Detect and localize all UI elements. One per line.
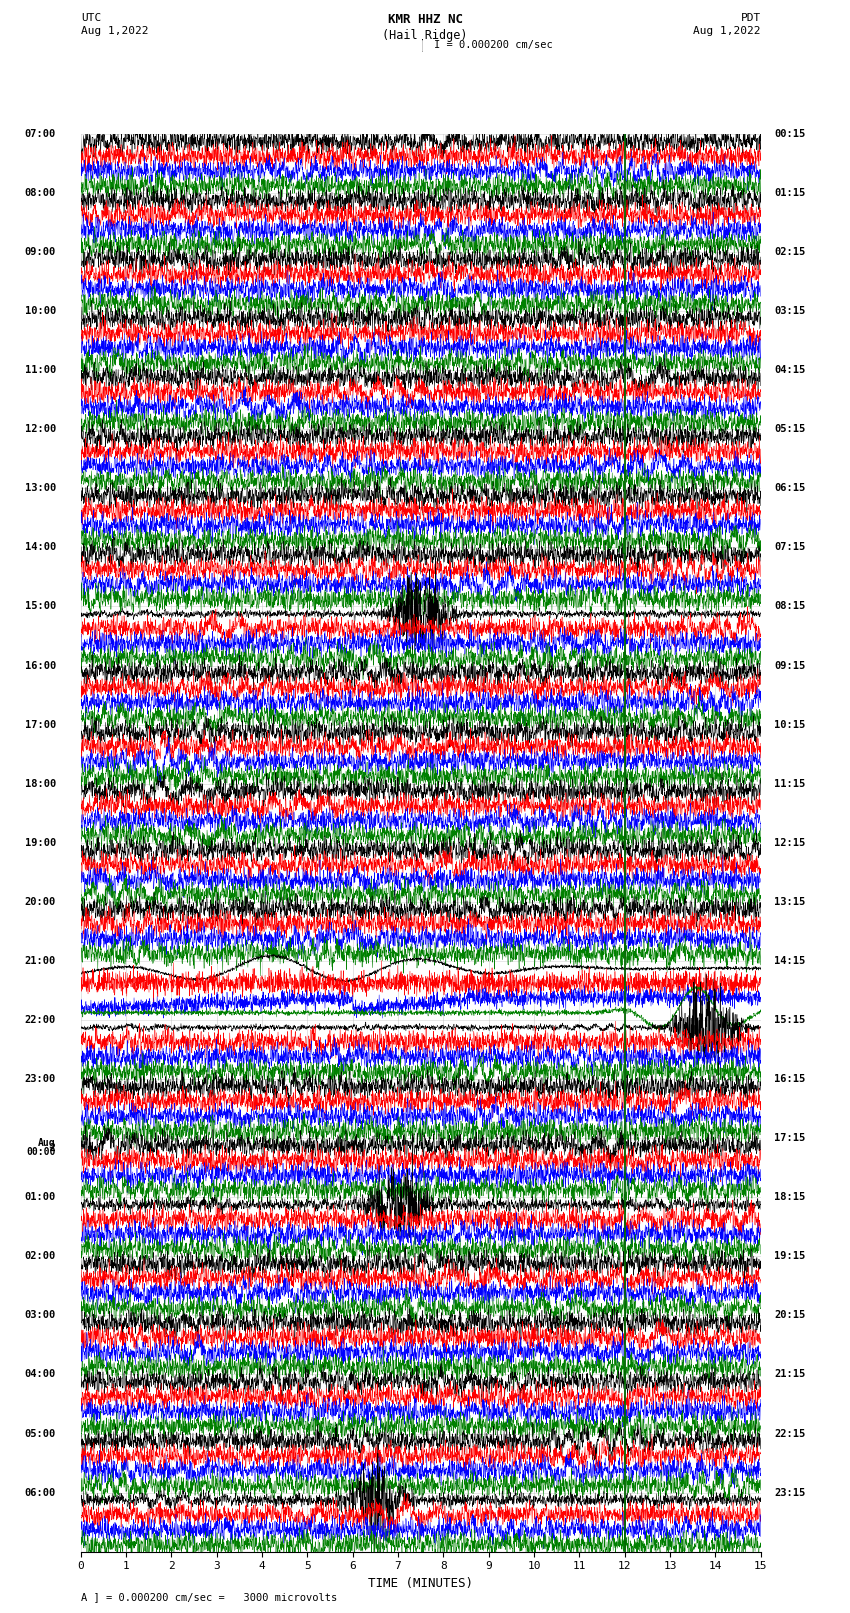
Text: 06:15: 06:15 [774, 484, 806, 494]
Text: 20:00: 20:00 [25, 897, 56, 907]
X-axis label: TIME (MINUTES): TIME (MINUTES) [368, 1578, 473, 1590]
Text: A ] = 0.000200 cm/sec =   3000 microvolts: A ] = 0.000200 cm/sec = 3000 microvolts [81, 1592, 337, 1602]
Text: 15:15: 15:15 [774, 1015, 806, 1024]
Text: 21:15: 21:15 [774, 1369, 806, 1379]
Text: 18:00: 18:00 [25, 779, 56, 789]
Text: 22:00: 22:00 [25, 1015, 56, 1024]
Text: 00:15: 00:15 [774, 129, 806, 139]
Text: 09:00: 09:00 [25, 247, 56, 256]
Text: 14:00: 14:00 [25, 542, 56, 552]
Text: 17:00: 17:00 [25, 719, 56, 729]
Text: 02:00: 02:00 [25, 1252, 56, 1261]
Text: 13:15: 13:15 [774, 897, 806, 907]
Text: 07:15: 07:15 [774, 542, 806, 552]
Text: 19:00: 19:00 [25, 837, 56, 848]
Text: 16:15: 16:15 [774, 1074, 806, 1084]
Text: 08:00: 08:00 [25, 189, 56, 198]
Text: 23:00: 23:00 [25, 1074, 56, 1084]
Text: Aug: Aug [38, 1139, 56, 1148]
Text: 18:15: 18:15 [774, 1192, 806, 1202]
Text: 05:00: 05:00 [25, 1429, 56, 1439]
Text: 08:15: 08:15 [774, 602, 806, 611]
Text: (Hail Ridge): (Hail Ridge) [382, 29, 468, 42]
Text: 22:15: 22:15 [774, 1429, 806, 1439]
Text: 04:00: 04:00 [25, 1369, 56, 1379]
Text: 05:15: 05:15 [774, 424, 806, 434]
Text: 17:15: 17:15 [774, 1134, 806, 1144]
Text: 19:15: 19:15 [774, 1252, 806, 1261]
Text: 06:00: 06:00 [25, 1487, 56, 1497]
Text: Aug 1,2022: Aug 1,2022 [81, 26, 148, 35]
Text: 2: 2 [50, 1142, 56, 1153]
Text: 12:15: 12:15 [774, 837, 806, 848]
Text: 01:00: 01:00 [25, 1192, 56, 1202]
Text: 09:15: 09:15 [774, 661, 806, 671]
Text: 20:15: 20:15 [774, 1310, 806, 1321]
Text: 10:15: 10:15 [774, 719, 806, 729]
Text: Aug 1,2022: Aug 1,2022 [694, 26, 761, 35]
Text: UTC: UTC [81, 13, 101, 23]
Text: 03:00: 03:00 [25, 1310, 56, 1321]
Text: 01:15: 01:15 [774, 189, 806, 198]
Text: 13:00: 13:00 [25, 484, 56, 494]
Text: 10:00: 10:00 [25, 306, 56, 316]
Text: 02:15: 02:15 [774, 247, 806, 256]
Text: I = 0.000200 cm/sec: I = 0.000200 cm/sec [434, 40, 552, 50]
Text: 03:15: 03:15 [774, 306, 806, 316]
Text: 16:00: 16:00 [25, 661, 56, 671]
Text: 12:00: 12:00 [25, 424, 56, 434]
Text: 14:15: 14:15 [774, 957, 806, 966]
Text: PDT: PDT [740, 13, 761, 23]
Text: 23:15: 23:15 [774, 1487, 806, 1497]
Text: 07:00: 07:00 [25, 129, 56, 139]
Text: 21:00: 21:00 [25, 957, 56, 966]
Text: 00:00: 00:00 [26, 1147, 56, 1157]
Text: 15:00: 15:00 [25, 602, 56, 611]
Text: 11:00: 11:00 [25, 365, 56, 376]
Text: KMR HHZ NC: KMR HHZ NC [388, 13, 462, 26]
Text: 04:15: 04:15 [774, 365, 806, 376]
Text: 11:15: 11:15 [774, 779, 806, 789]
